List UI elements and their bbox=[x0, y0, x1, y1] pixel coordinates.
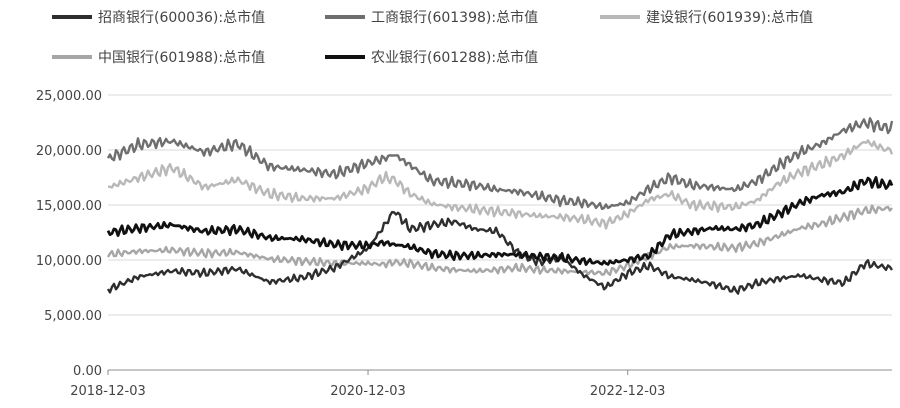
x-axis: 2018-12-03 2020-12-03 2022-12-03 bbox=[70, 369, 892, 399]
series-layer bbox=[106, 117, 894, 295]
series-line-4 bbox=[106, 175, 894, 266]
legend: 招商银行(600036):总市值 工商银行(601398):总市值 建设银行(6… bbox=[52, 9, 813, 66]
y-axis-ticks: 0.00 5,000.00 10,000.00 15,000.00 20,000.00 2… bbox=[36, 89, 102, 379]
legend-label-series-0: 招商银行(600036):总市值 bbox=[98, 9, 265, 26]
series-line-0 bbox=[106, 210, 893, 295]
series-line-1 bbox=[106, 117, 894, 211]
legend-label-series-4: 农业银行(601288):总市值 bbox=[371, 49, 538, 66]
legend-item: 工商银行(601398):总市值 bbox=[325, 9, 538, 26]
y-tick-label: 20,000.00 bbox=[36, 144, 102, 159]
legend-item: 建设银行(601939):总市值 bbox=[600, 9, 813, 26]
x-tick-label: 2018-12-03 bbox=[70, 384, 146, 399]
y-tick-label: 25,000.00 bbox=[36, 89, 102, 104]
legend-label-series-1: 工商银行(601398):总市值 bbox=[371, 9, 538, 26]
legend-label-series-2: 建设银行(601939):总市值 bbox=[646, 9, 813, 26]
series-line-2 bbox=[107, 139, 894, 230]
gridlines bbox=[108, 94, 892, 316]
y-tick-label: 0.00 bbox=[73, 364, 102, 379]
legend-label-series-3: 中国银行(601988):总市值 bbox=[98, 49, 265, 66]
y-tick-label: 10,000.00 bbox=[36, 254, 102, 269]
legend-item: 招商银行(600036):总市值 bbox=[52, 9, 265, 26]
y-tick-label: 5,000.00 bbox=[44, 309, 102, 324]
x-tick-label: 2022-12-03 bbox=[590, 384, 666, 399]
legend-item: 中国银行(601988):总市值 bbox=[52, 49, 265, 66]
y-tick-label: 15,000.00 bbox=[36, 199, 102, 214]
series-line-3 bbox=[106, 204, 893, 277]
legend-item: 农业银行(601288):总市值 bbox=[325, 49, 538, 66]
x-tick-label: 2020-12-03 bbox=[330, 384, 406, 399]
